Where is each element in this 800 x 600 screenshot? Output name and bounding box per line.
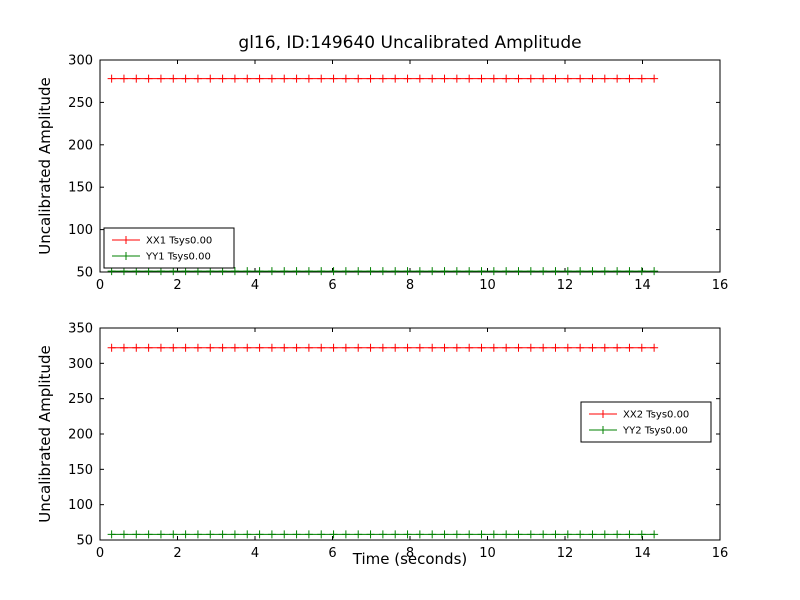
svg-text:14: 14 <box>634 546 651 561</box>
svg-text:250: 250 <box>68 392 93 407</box>
svg-text:10: 10 <box>479 278 496 293</box>
svg-text:2: 2 <box>173 546 181 561</box>
svg-text:0: 0 <box>96 278 104 293</box>
svg-text:4: 4 <box>251 278 259 293</box>
svg-text:250: 250 <box>68 96 93 111</box>
svg-text:100: 100 <box>68 223 93 238</box>
svg-text:XX2 Tsys0.00: XX2 Tsys0.00 <box>623 410 689 421</box>
svg-text:YY1 Tsys0.00: YY1 Tsys0.00 <box>145 252 211 263</box>
svg-text:350: 350 <box>68 322 93 337</box>
svg-text:200: 200 <box>68 138 93 153</box>
svg-text:8: 8 <box>406 546 414 561</box>
svg-text:50: 50 <box>76 266 93 281</box>
svg-text:300: 300 <box>68 357 93 372</box>
svg-text:100: 100 <box>68 498 93 513</box>
svg-text:6: 6 <box>328 278 336 293</box>
svg-text:12: 12 <box>557 546 574 561</box>
svg-text:16: 16 <box>712 546 729 561</box>
svg-text:150: 150 <box>68 463 93 478</box>
svg-text:12: 12 <box>557 278 574 293</box>
svg-text:300: 300 <box>68 54 93 69</box>
x-axis-label: Time (seconds) <box>352 550 468 568</box>
svg-text:200: 200 <box>68 428 93 443</box>
svg-text:6: 6 <box>328 546 336 561</box>
svg-text:XX1 Tsys0.00: XX1 Tsys0.00 <box>146 236 212 247</box>
svg-text:50: 50 <box>76 534 93 549</box>
svg-text:0: 0 <box>96 546 104 561</box>
svg-text:10: 10 <box>479 546 496 561</box>
svg-text:YY2 Tsys0.00: YY2 Tsys0.00 <box>622 426 688 437</box>
svg-text:8: 8 <box>406 278 414 293</box>
figure-title: gl16, ID:149640 Uncalibrated Amplitude <box>238 33 582 53</box>
svg-text:14: 14 <box>634 278 651 293</box>
svg-text:150: 150 <box>68 181 93 196</box>
svg-text:16: 16 <box>712 278 729 293</box>
svg-text:4: 4 <box>251 546 259 561</box>
svg-text:2: 2 <box>173 278 181 293</box>
